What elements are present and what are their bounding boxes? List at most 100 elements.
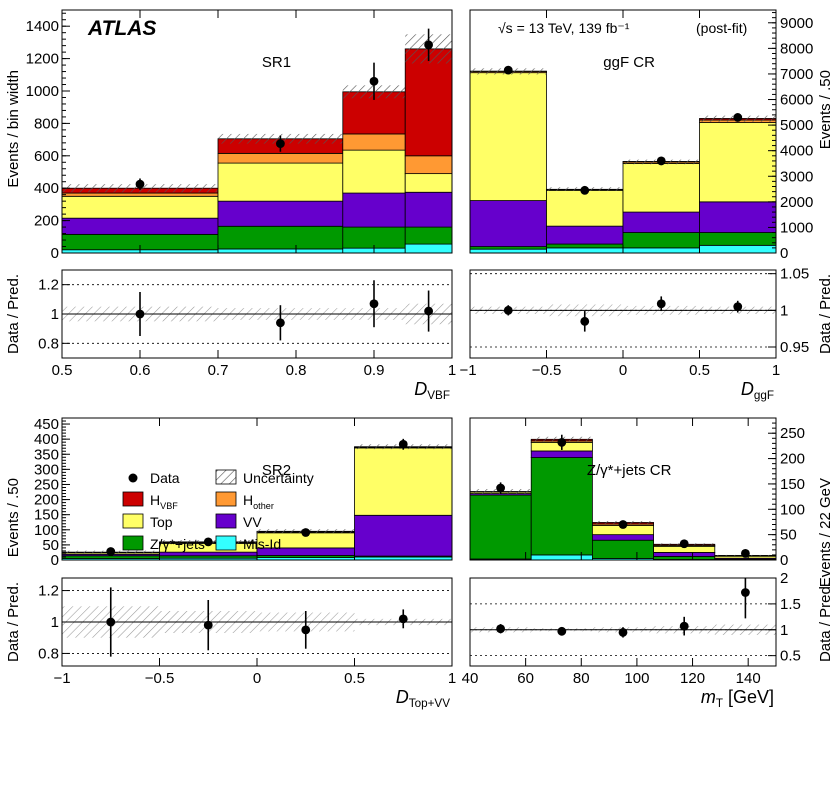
- zjets-ytick-label: 150: [780, 476, 805, 493]
- ggf-bar-Zjets-1: [546, 243, 624, 249]
- ggf-ratio-ytick-label: 1: [780, 302, 788, 319]
- ggf-data-point-0: [503, 65, 513, 75]
- ggf-xtick-label: 1: [772, 362, 780, 379]
- zjets-ytick-label: 200: [780, 451, 805, 468]
- ggf-ratio-ytick-label: 0.95: [780, 339, 809, 356]
- zjets-xtick-label: 140: [736, 670, 761, 687]
- sr1-ratio-ytick-label: 1: [51, 306, 59, 323]
- legend-item-0: Data: [128, 470, 180, 486]
- sr2-xlabel: DTop+VV: [396, 687, 450, 710]
- sr2-ytick-label: 100: [34, 522, 59, 539]
- ggf-bar-MisId-2: [622, 247, 700, 253]
- ggf-yaxis: 0 1000 2000 3000 4000 5000 6000 7000 8000 9000: [768, 12, 813, 262]
- sr1-ratio-point-1: [276, 318, 285, 328]
- sr1-bar-Top-1: [217, 162, 344, 202]
- sr1-xtick-label: 0.8: [286, 362, 307, 379]
- ggf-ylabel: Events / .50: [817, 70, 834, 149]
- sr2-ratio-ytick-label: 1: [51, 614, 59, 631]
- ggf-ratio-ylabel: Data / Pred.: [817, 274, 834, 354]
- sr1-ytick-label: 400: [34, 180, 59, 197]
- sr2-data: [106, 438, 408, 556]
- zjets-data-point-3: [679, 539, 689, 549]
- sr1-xtick-label: 0.7: [208, 362, 229, 379]
- sr2-xtick-label: 1: [448, 670, 456, 687]
- sr2-bar-VV-3: [354, 514, 452, 557]
- zjets-ratio-ylabel: Data / Pred.: [817, 582, 834, 662]
- sr1-panel: 0 200 400 600 800 1000 1200 1400 Events / bin wi…: [5, 9, 456, 402]
- sr2-ytick-label: 50: [42, 537, 59, 554]
- sr2-ytick-label: 350: [34, 446, 59, 463]
- energy-lumi-label: √s = 13 TeV, 139 fb⁻¹: [498, 20, 630, 36]
- sr2-bar-Zjets-0: [62, 555, 160, 559]
- sr1-xlabel: DVBF: [414, 379, 450, 402]
- ggf-bar-MisId-1: [546, 247, 624, 253]
- sr2-data-point-1: [203, 537, 213, 547]
- sr1-ratio-ylabel: Data / Pred.: [5, 274, 22, 354]
- zjets-ratio-ytick-label: 0.5: [780, 648, 801, 665]
- legend-label: Z/γ*+jets: [150, 536, 205, 552]
- sr1-data-point-1: [276, 139, 285, 149]
- sr1-data-point-2: [369, 76, 379, 86]
- sr2-data-point-0: [106, 547, 116, 556]
- sr1-bar-H_other-0: [62, 192, 219, 197]
- sr1-stack: [62, 34, 452, 253]
- sr2-bar-VV-1: [159, 551, 258, 557]
- ggf-data-point-3: [733, 113, 743, 122]
- legend-label: Uncertainty: [243, 470, 314, 486]
- ggf-region-label: ggF CR: [603, 54, 655, 71]
- ggf-ytick-label: 0: [780, 245, 788, 262]
- sr2-xtick-label: −1: [53, 670, 70, 687]
- zjets-bar-VV-2: [592, 534, 655, 541]
- sr2-ratio-ytick-label: 1.2: [38, 583, 59, 600]
- sr1-ylabel: Events / bin width: [5, 70, 22, 188]
- sr2-ratio-point-1: [203, 620, 213, 630]
- sr2-ratio-point-3: [398, 614, 408, 624]
- sr1-ratio-ytick-label: 1.2: [38, 277, 59, 294]
- zjets-ytick-label: 50: [780, 527, 797, 544]
- ggf-ratio-point-0: [503, 305, 513, 315]
- sr1-bar-VV-3: [404, 191, 452, 228]
- sr2-ratio-ylabel: Data / Pred.: [5, 582, 22, 662]
- sr1-ytick-label: 1000: [26, 83, 59, 100]
- sr1-ytick-label: 600: [34, 148, 59, 165]
- sr1-bar-Zjets-3: [404, 226, 452, 245]
- sr2-ratio-ytick-label: 0.8: [38, 645, 59, 662]
- ggf-xlabel: DggF: [741, 379, 774, 402]
- zjets-ratio-point-2: [618, 627, 628, 637]
- zjets-ytick-label: 100: [780, 501, 805, 518]
- ggf-xtick-label: −1: [459, 362, 476, 379]
- ggf-data-point-2: [656, 156, 666, 166]
- legend-swatch-uncertainty: [215, 469, 237, 485]
- ggf-data: [503, 65, 743, 195]
- sr2-ratio-inner: [62, 587, 452, 657]
- sr2-ytick-label: 200: [34, 492, 59, 509]
- legend-label: Data: [150, 470, 180, 486]
- legend-item-7: Mis-Id: [215, 535, 281, 552]
- ggf-bar-Top-2: [622, 163, 700, 213]
- sr1-bar-Top-2: [342, 149, 406, 194]
- sr1-bar-MisId-3: [404, 243, 452, 253]
- ggf-bar-MisId-3: [699, 244, 776, 253]
- zjets-xtick-label: 120: [680, 670, 705, 687]
- ggf-stack: [470, 68, 776, 253]
- sr1-bar-VV-2: [342, 192, 406, 228]
- zjets-region-label: Z/γ*+jets CR: [587, 462, 672, 479]
- legend-item-5: VV: [215, 513, 262, 530]
- sr1-bar-H_VBF-3: [404, 48, 452, 157]
- zjets-data-point-1: [557, 437, 567, 447]
- sr2-ytick-label: 0: [51, 552, 59, 569]
- sr1-data: [135, 28, 433, 190]
- sr1-bar-Zjets-2: [342, 226, 406, 249]
- legend-swatch: [215, 491, 237, 507]
- legend-item-2: HVBF: [122, 491, 178, 511]
- sr1-xtick-label: 1: [448, 362, 456, 379]
- zjets-yaxis: 0 50 100 150 200 250: [768, 417, 805, 569]
- sr2-xtick-label: 0.5: [344, 670, 365, 687]
- sr1-yaxis: 0 200 400 600 800 1000 1200 1400: [26, 12, 70, 262]
- zjets-ratio-point-4: [741, 588, 750, 597]
- ggf-ratio-point-2: [656, 299, 666, 309]
